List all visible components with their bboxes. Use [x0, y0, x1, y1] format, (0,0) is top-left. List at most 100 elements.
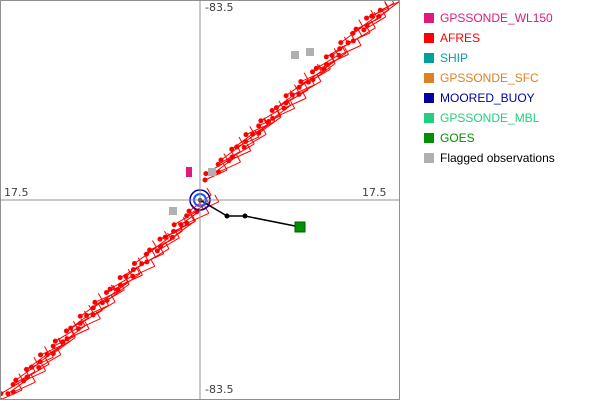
- afres-point: [321, 66, 327, 72]
- afres-point: [144, 259, 150, 265]
- afres-point: [117, 282, 123, 288]
- afres-point: [38, 352, 44, 358]
- legend-label: GPSSONDE_MBL: [440, 111, 540, 125]
- afres-point: [64, 336, 70, 342]
- afres-point: [169, 234, 175, 240]
- afres-point: [337, 46, 343, 52]
- wind-barb: [252, 120, 275, 135]
- legend-item: SHIP: [424, 48, 555, 68]
- afres-point: [256, 123, 262, 129]
- afres-point: [216, 169, 222, 175]
- afres-point: [218, 157, 224, 163]
- wind-barb-flag: [316, 74, 322, 82]
- wind-barb-flag: [110, 284, 116, 293]
- wind-barb: [272, 107, 295, 119]
- wind-barb-flag: [57, 338, 63, 346]
- afres-point: [139, 261, 145, 267]
- afres-point: [296, 84, 302, 90]
- legend-item: GPSSONDE_SFC: [424, 68, 555, 88]
- afres-point: [266, 118, 272, 124]
- afres-point: [171, 228, 177, 234]
- afres-point: [229, 154, 235, 160]
- afres-point: [289, 92, 295, 98]
- afres-point: [269, 107, 275, 113]
- afres-point: [323, 54, 329, 60]
- gpssonde-wl150-point: [186, 167, 192, 177]
- afres-point: [243, 138, 249, 144]
- legend-item: MOORED_BUOY: [424, 88, 555, 108]
- wind-barb-flag: [164, 230, 169, 239]
- wind-barb-flag: [191, 214, 196, 222]
- track-point: [242, 213, 248, 219]
- legend-label: MOORED_BUOY: [440, 91, 535, 105]
- afres-point: [350, 30, 356, 36]
- wind-barb: [378, 0, 400, 17]
- wind-barb-flag: [110, 294, 116, 303]
- flagged-observation: [291, 51, 299, 59]
- afres-point: [44, 352, 50, 358]
- wind-barb: [218, 161, 241, 173]
- afres-point: [256, 130, 262, 136]
- legend-swatch: [424, 113, 434, 123]
- afres-point: [310, 77, 316, 83]
- legend-label: GPSSONDE_WL150: [440, 11, 553, 25]
- legend-swatch: [424, 93, 434, 103]
- right-axis-label: 17.5: [362, 186, 387, 199]
- wind-barb-flag: [206, 187, 212, 196]
- legend-swatch: [424, 13, 434, 23]
- afres-point: [361, 27, 367, 33]
- afres-point: [28, 364, 34, 370]
- wind-barb: [172, 221, 195, 238]
- afres-point: [178, 222, 184, 228]
- left-axis-label: 17.5: [4, 186, 29, 199]
- legend-label: GPSSONDE_SFC: [440, 71, 539, 85]
- afres-point: [298, 79, 304, 85]
- legend-label: GOES: [440, 131, 475, 145]
- wind-barb: [120, 274, 143, 286]
- afres-point: [68, 325, 74, 331]
- afres-point: [130, 267, 136, 273]
- flagged-observation: [169, 207, 177, 215]
- legend-label: SHIP: [440, 51, 469, 65]
- wind-barb: [15, 363, 39, 381]
- wind-barb-flag: [152, 240, 157, 248]
- afres-point: [144, 251, 150, 257]
- wind-barb: [300, 71, 324, 83]
- legend-label: AFRES: [440, 31, 481, 45]
- legend: GPSSONDE_WL150 AFRES SHIP GPSSONDE_SFC MOORE…: [424, 8, 555, 168]
- afres-point: [305, 79, 311, 85]
- afres-point: [353, 26, 359, 32]
- wind-barb: [0, 389, 23, 400]
- afres-point: [157, 244, 163, 250]
- wind-barb: [186, 212, 210, 224]
- afres-point: [281, 105, 287, 111]
- afres-point: [52, 338, 58, 344]
- afres-point: [364, 15, 370, 21]
- wind-barb-flag: [236, 154, 241, 163]
- afres-point: [273, 105, 279, 111]
- afres-point: [103, 290, 109, 296]
- afres-point: [92, 299, 98, 305]
- wind-barb-flag: [344, 47, 349, 55]
- afres-point: [117, 275, 123, 281]
- afres-point: [21, 378, 27, 384]
- wind-barb: [243, 133, 267, 148]
- afres-point: [77, 313, 83, 319]
- afres-point: [310, 69, 316, 75]
- wind-barb: [173, 211, 197, 226]
- wind-barb: [220, 143, 244, 161]
- afres-point: [226, 158, 232, 164]
- wind-barb: [13, 381, 36, 393]
- afres-point: [24, 374, 30, 380]
- afres-point: [171, 222, 177, 228]
- afres-point: [131, 260, 137, 266]
- afres-point: [376, 13, 382, 19]
- afres-point: [115, 287, 121, 293]
- afres-point: [229, 146, 235, 152]
- wind-barb: [86, 304, 109, 316]
- wind-barb-flag: [263, 118, 268, 126]
- afres-point: [377, 7, 383, 13]
- wind-barb-flag: [30, 374, 36, 383]
- afres-point: [270, 115, 276, 121]
- afres-point: [283, 100, 289, 106]
